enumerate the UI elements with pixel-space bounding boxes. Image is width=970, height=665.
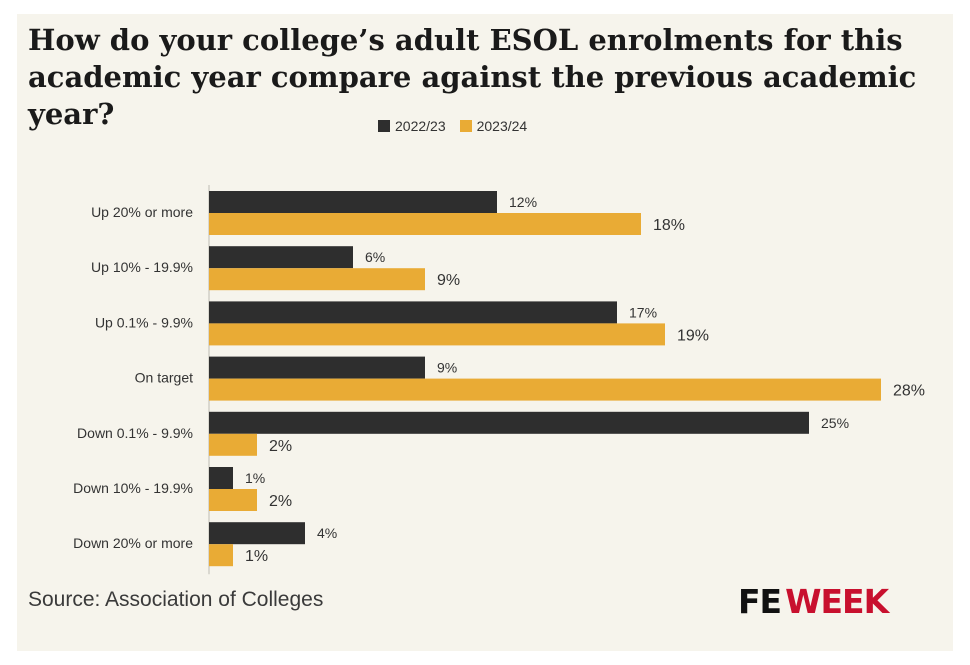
data-label: 18% bbox=[653, 217, 685, 234]
source-note: Source: Association of Colleges bbox=[28, 588, 324, 611]
data-label: 1% bbox=[245, 470, 265, 486]
bar-1 bbox=[209, 356, 425, 379]
bar-2 bbox=[209, 433, 257, 456]
chart-title: How do your college’s adult ESOL enrolme… bbox=[28, 23, 917, 131]
legend-label-series-1: 2022/23 bbox=[395, 118, 446, 134]
bar-2 bbox=[209, 213, 641, 235]
brand-logo-week: WEEK bbox=[785, 582, 889, 621]
category-label: Up 0.1% - 9.9% bbox=[95, 314, 193, 330]
data-label: 1% bbox=[245, 548, 268, 565]
legend-swatch-series-1 bbox=[378, 120, 390, 132]
data-label: 17% bbox=[629, 304, 657, 320]
category-label: Up 20% or more bbox=[91, 204, 193, 220]
category-label: On target bbox=[135, 370, 193, 386]
data-label: 2% bbox=[269, 493, 292, 510]
brand-logo-fe: FE bbox=[738, 582, 782, 621]
brand-logo: FE WEEK bbox=[738, 582, 889, 621]
bar-1 bbox=[209, 301, 617, 324]
legend-swatch-series-2 bbox=[459, 120, 472, 132]
data-label: 25% bbox=[821, 415, 849, 431]
bar-2 bbox=[209, 489, 257, 511]
data-label: 2% bbox=[269, 438, 292, 455]
bar-2 bbox=[209, 544, 233, 567]
category-label: Up 10% - 19.9% bbox=[91, 259, 193, 275]
category-label: Down 10% - 19.9% bbox=[73, 480, 193, 496]
data-label: 9% bbox=[437, 272, 460, 289]
bar-2 bbox=[209, 268, 425, 291]
bar-2 bbox=[209, 323, 665, 346]
data-label: 9% bbox=[437, 360, 457, 376]
data-label: 12% bbox=[509, 194, 537, 210]
legend: 2022/23 2023/24 bbox=[378, 118, 541, 134]
bar-1 bbox=[209, 411, 809, 434]
legend-label-series-2: 2023/24 bbox=[476, 118, 528, 134]
category-label: Down 20% or more bbox=[73, 535, 193, 551]
bar-1 bbox=[209, 246, 353, 269]
legend-item-series-2: 2023/24 bbox=[459, 118, 528, 134]
data-label: 4% bbox=[317, 525, 337, 541]
bar-1 bbox=[209, 467, 233, 489]
bar-1 bbox=[209, 522, 305, 545]
category-label: Down 0.1% - 9.9% bbox=[77, 425, 193, 441]
data-label: 19% bbox=[677, 327, 709, 344]
data-label: 6% bbox=[365, 249, 385, 265]
bar-1 bbox=[209, 191, 497, 213]
bar-2 bbox=[209, 378, 881, 401]
legend-item-series-1: 2022/23 bbox=[378, 118, 446, 134]
data-label: 28% bbox=[893, 383, 925, 400]
